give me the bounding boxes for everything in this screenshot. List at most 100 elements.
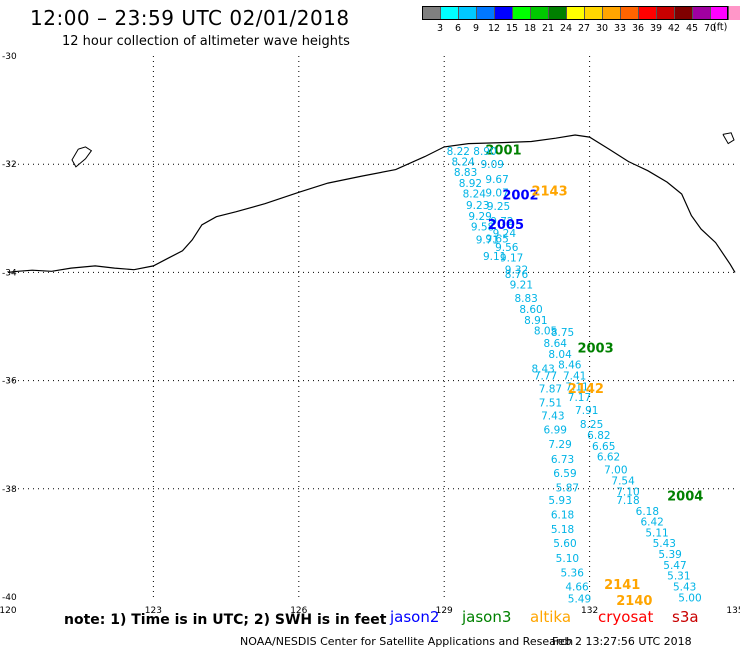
legend-swatch (674, 6, 692, 20)
legend-swatch (656, 6, 674, 20)
track-pass-label: 2004 (667, 490, 703, 505)
legend-label: 6 (454, 23, 462, 34)
track-pass-label: 2003 (577, 341, 613, 356)
legend-label: 70 (703, 23, 717, 34)
wave-height-value: 8.43 (531, 363, 554, 375)
wave-height-value: 6.62 (597, 452, 620, 464)
credit-timestamp: Feb 2 13:27:56 UTC 2018 (552, 635, 692, 648)
wave-height-value: 6.18 (551, 510, 574, 522)
legend-label: 12 (487, 23, 501, 34)
lat-tick-label: -32 (2, 160, 17, 170)
legend-swatch (494, 6, 512, 20)
altika-pass-label: 2142 (568, 382, 604, 397)
wave-height-value: 7.51 (539, 398, 562, 410)
altika-pass-label: 2141 (604, 578, 640, 593)
wave-height-value: 7.10 (616, 486, 639, 498)
legend-label: 33 (613, 23, 627, 34)
wave-height-value: 5.10 (556, 553, 579, 565)
wave-height-value: 8.83 (454, 167, 477, 179)
wave-height-value: 7.18 (616, 495, 639, 507)
wave-height-value: 6.82 (587, 430, 610, 442)
legend-swatch (710, 6, 728, 20)
lat-tick-label: -30 (2, 52, 17, 62)
wave-height-value: 9.32 (505, 264, 528, 276)
wave-height-value: 6.99 (544, 425, 567, 437)
color-scale-legend (422, 6, 740, 20)
wave-height-value: 9.21 (510, 280, 533, 292)
wave-height-value: 7.00 (604, 465, 627, 477)
island-outline (71, 146, 93, 168)
track-pass-label: 2001 (485, 143, 521, 158)
legend-labels: 3 6 9 12 15 18 21 24 27 30 33 36 39 42 45 70 (431, 23, 719, 34)
track-pass-label: 2002 (502, 188, 538, 203)
lon-tick-label: 123 (145, 606, 162, 616)
lat-tick-label: -38 (2, 485, 17, 495)
legend-swatch (440, 6, 458, 20)
wave-height-value: 7.54 (611, 475, 635, 487)
legend-label: 3 (436, 23, 444, 34)
wave-height-value: 9.67 (485, 174, 508, 186)
wave-height-value: 5.47 (663, 560, 686, 572)
wave-height-value: 8.92 (459, 178, 482, 190)
legend-swatch (584, 6, 602, 20)
altika-pass-label: 2140 (616, 594, 652, 609)
wave-height-value: 9.29 (468, 211, 491, 223)
legend-label: 45 (685, 23, 699, 34)
credit-line: NOAA/NESDIS Center for Satellite Applica… (240, 635, 574, 648)
wave-height-value: 8.91 (524, 315, 547, 327)
wave-height-value: 9.24 (493, 228, 517, 240)
wave-height-value: 5.49 (568, 593, 591, 605)
island-outline (722, 132, 735, 145)
wave-height-value: 9.11 (483, 251, 506, 263)
wave-height-value: 6.65 (592, 441, 615, 453)
footer-note: note: 1) Time is in UTC; 2) SWH is in fe… (64, 612, 387, 628)
track-pass-label: 2005 (488, 218, 524, 233)
legend-label: 39 (649, 23, 663, 34)
wave-height-value: 8.83 (514, 293, 537, 305)
wave-height-value: 8.64 (544, 338, 568, 350)
coastline (7, 134, 736, 273)
wave-height-value: 6.18 (636, 506, 659, 518)
wave-height-value: 9.17 (500, 253, 523, 265)
map-subtitle: 12 hour collection of altimeter wave hei… (62, 34, 350, 49)
legend-swatch (458, 6, 476, 20)
legend-label: 18 (523, 23, 537, 34)
wave-height-value: 9.71 (476, 235, 499, 247)
wave-height-value: 5.87 (556, 483, 579, 495)
satellite-name: jason3 (462, 608, 512, 626)
wave-height-value: 9.65 (485, 234, 508, 246)
lat-tick-label: -36 (2, 377, 17, 387)
wave-height-value: 8.75 (551, 327, 574, 339)
wave-height-value: 8.76 (505, 269, 529, 281)
wave-height-value: 9.56 (495, 242, 519, 254)
legend-label: 36 (631, 23, 645, 34)
legend-label: 42 (667, 23, 681, 34)
wave-height-value: 5.39 (658, 549, 681, 561)
wave-height-value: 7.87 (539, 384, 562, 396)
wave-height-value: 5.18 (551, 524, 574, 536)
wave-height-value: 5.43 (673, 582, 696, 594)
altika-pass-label: 2143 (531, 185, 567, 200)
legend-label: 24 (559, 23, 573, 34)
wave-height-value: 7.77 (534, 371, 557, 383)
lon-tick-label: 132 (581, 606, 598, 616)
lon-tick-label: 135 (726, 606, 740, 616)
wave-height-value: 8.24 (451, 156, 475, 168)
wave-height-value: 4.66 (565, 582, 589, 594)
wave-height-value: 8.46 (558, 360, 582, 372)
legend-swatch (476, 6, 494, 20)
wave-height-value: 8.90 (473, 146, 496, 158)
legend-swatch (566, 6, 584, 20)
wave-height-value: 5.93 (548, 495, 571, 507)
legend-label: 21 (541, 23, 555, 34)
wave-height-value: 9.09 (481, 159, 504, 171)
legend-swatch (422, 6, 440, 20)
legend-swatch (638, 6, 656, 20)
satellite-name: altika (530, 608, 572, 626)
wave-height-value: 6.73 (551, 454, 574, 466)
legend-label: 15 (505, 23, 519, 34)
wave-height-value: 5.11 (645, 527, 668, 539)
wave-height-value: 7.29 (548, 439, 571, 451)
legend-swatch (512, 6, 530, 20)
wave-height-value: 7.43 (541, 411, 564, 423)
